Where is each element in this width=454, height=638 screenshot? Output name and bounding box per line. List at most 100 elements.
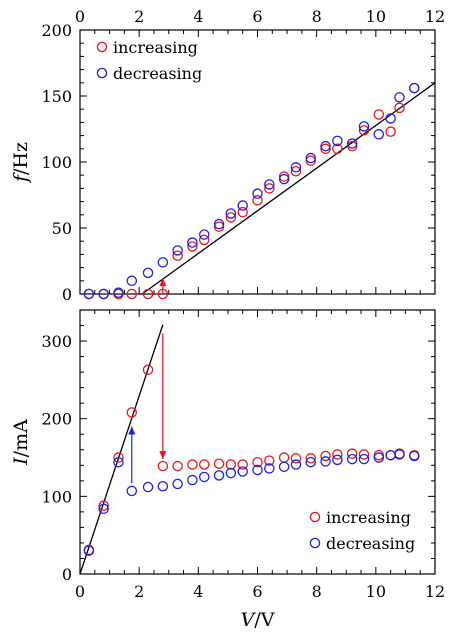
data-point-decreasing: [237, 466, 248, 477]
data-point-increasing: [113, 452, 124, 463]
data-point-decreasing: [126, 275, 138, 287]
data-point-decreasing: [113, 287, 124, 298]
data-point-decreasing: [252, 188, 263, 199]
data-point-decreasing: [142, 481, 154, 493]
arrow-head: [128, 426, 136, 435]
legend-marker-decreasing: [96, 67, 108, 79]
data-point-increasing: [187, 241, 198, 252]
y-tick-label: 200: [41, 410, 72, 429]
data-point-decreasing: [290, 459, 302, 470]
data-point-increasing: [198, 459, 210, 470]
legend-label-decreasing: decreasing: [326, 534, 415, 553]
data-point-increasing: [126, 407, 138, 418]
data-point-increasing: [172, 250, 183, 261]
data-point-decreasing: [172, 245, 183, 256]
y-axis-label: f/Hz: [10, 142, 32, 184]
y-tick-label: 0: [62, 565, 72, 584]
data-point-decreasing: [264, 179, 275, 190]
x-tick-label-top: 0: [75, 7, 85, 26]
data-point-increasing: [252, 456, 263, 468]
data-point-decreasing: [198, 229, 210, 240]
data-point-increasing: [225, 459, 237, 470]
data-point-decreasing: [358, 121, 370, 132]
data-point-decreasing: [172, 478, 183, 490]
x-tick-label-top: 12: [425, 7, 445, 26]
data-point-increasing: [358, 125, 370, 136]
legend: increasing decreasing: [96, 38, 202, 83]
x-tick-label-top: 8: [312, 7, 322, 26]
data-point-increasing: [278, 171, 290, 182]
y-tick-label: 150: [41, 87, 72, 106]
data-point-increasing: [290, 165, 302, 177]
x-tick-label: 2: [134, 582, 144, 601]
x-tick-label: 10: [366, 582, 386, 601]
legend-marker-decreasing: [309, 537, 321, 549]
data-point-increasing: [225, 212, 237, 223]
data-point-decreasing: [142, 267, 154, 279]
data-point-decreasing: [213, 470, 225, 481]
data-point-decreasing: [305, 152, 316, 164]
data-point-increasing: [213, 458, 225, 469]
data-point-increasing: [385, 126, 396, 137]
x-tick-label: 6: [252, 582, 262, 601]
data-point-decreasing: [346, 453, 358, 465]
data-point-decreasing: [225, 467, 237, 479]
data-point-decreasing: [98, 503, 109, 515]
data-point-increasing: [187, 459, 198, 470]
data-point-increasing: [358, 449, 370, 460]
data-point-increasing: [305, 155, 316, 166]
data-point-increasing: [305, 453, 316, 464]
data-point-increasing: [290, 453, 302, 464]
data-point-increasing: [142, 288, 154, 300]
data-point-increasing: [346, 448, 358, 459]
data-point-decreasing: [332, 135, 343, 147]
data-point-increasing: [320, 143, 331, 155]
arrow-head: [159, 278, 167, 287]
data-point-decreasing: [157, 481, 169, 492]
data-point-decreasing: [320, 456, 331, 467]
data-point-increasing: [172, 460, 183, 472]
data-point-decreasing: [320, 140, 331, 152]
data-point-decreasing: [83, 545, 95, 556]
data-point-increasing: [264, 455, 275, 466]
data-point-decreasing: [187, 474, 198, 486]
x-tick-label: 12: [425, 582, 445, 601]
x-tick-label-top: 10: [366, 7, 386, 26]
data-point-increasing: [264, 183, 275, 194]
data-point-increasing: [237, 206, 248, 218]
data-point-decreasing: [198, 471, 210, 483]
data-point-decreasing: [83, 288, 95, 300]
x-tick-label: 4: [193, 582, 203, 601]
data-point-decreasing: [113, 456, 124, 468]
data-point-decreasing: [394, 449, 405, 460]
legend-label-increasing: increasing: [326, 508, 411, 527]
data-point-increasing: [252, 195, 263, 206]
data-point-increasing: [373, 109, 385, 120]
data-point-decreasing: [237, 200, 248, 211]
data-point-decreasing: [373, 452, 385, 463]
data-point-increasing: [394, 102, 405, 114]
data-point-increasing: [332, 449, 343, 460]
y-tick-label: 100: [41, 153, 72, 172]
legend-label-increasing: increasing: [113, 38, 198, 57]
data-point-decreasing: [126, 485, 138, 497]
data-point-decreasing: [409, 450, 420, 462]
data-point-increasing: [198, 234, 210, 246]
fit-line: [79, 324, 164, 575]
data-point-decreasing: [332, 454, 343, 466]
data-point-decreasing: [213, 218, 225, 230]
x-tick-label-top: 2: [134, 7, 144, 26]
data-point-decreasing: [394, 92, 405, 103]
data-point-decreasing: [278, 461, 290, 473]
y-tick-label: 100: [41, 487, 72, 506]
data-point-decreasing: [385, 449, 396, 461]
data-point-increasing: [142, 364, 154, 376]
data-point-decreasing: [264, 463, 275, 474]
data-point-increasing: [126, 288, 138, 300]
data-point-decreasing: [385, 113, 396, 124]
y-tick-label: 50: [52, 219, 72, 238]
y-tick-label: 200: [41, 21, 72, 40]
data-point-decreasing: [290, 162, 302, 173]
legend: increasing decreasing: [309, 508, 415, 553]
